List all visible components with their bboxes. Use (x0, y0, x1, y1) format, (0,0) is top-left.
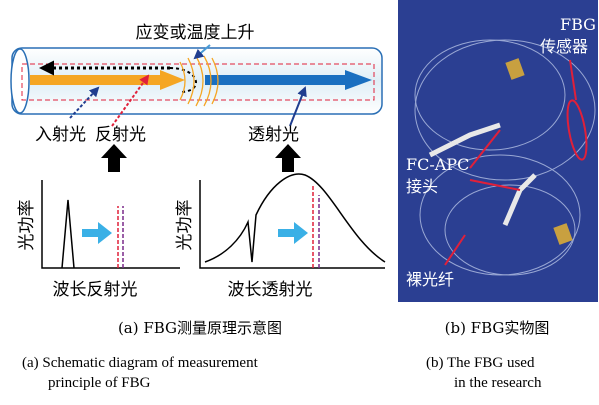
shift-arrow (278, 222, 308, 244)
caption: principle of FBG (48, 375, 151, 391)
top-label: 应变或温度上升 (136, 23, 255, 43)
shift-arrow (82, 222, 112, 244)
reflected-label: 反射光 (95, 125, 146, 145)
x-axis-label: 波长反射光 (53, 280, 138, 300)
figure: 应变或温度上升 入射光 反射光 透射光 光功率 波长反射光 光功率 波长透射光 (0, 0, 599, 405)
sensor-label: FBG (560, 15, 596, 34)
fiber-label: 裸光纤 (406, 270, 454, 289)
right-plot (200, 174, 385, 268)
caption: (a) FBG测量原理示意图 (118, 319, 282, 337)
left-plot (42, 180, 180, 268)
connector-label: FC-APC (406, 155, 469, 174)
up-arrows (101, 144, 301, 172)
fiber-tube (11, 45, 382, 126)
x-axis-label: 波长透射光 (228, 280, 313, 300)
caption: (b) The FBG used (426, 355, 535, 371)
caption: (a) Schematic diagram of measurement (22, 355, 259, 371)
y-axis-label: 光功率 (175, 200, 195, 251)
caption: (b) FBG实物图 (445, 319, 550, 337)
incident-label: 入射光 (35, 125, 86, 145)
y-axis-label: 光功率 (17, 200, 37, 251)
sensor-label: 传感器 (540, 37, 588, 56)
connector-label: 接头 (406, 177, 438, 196)
transmitted-label: 透射光 (248, 125, 299, 145)
caption: in the research (454, 375, 542, 391)
